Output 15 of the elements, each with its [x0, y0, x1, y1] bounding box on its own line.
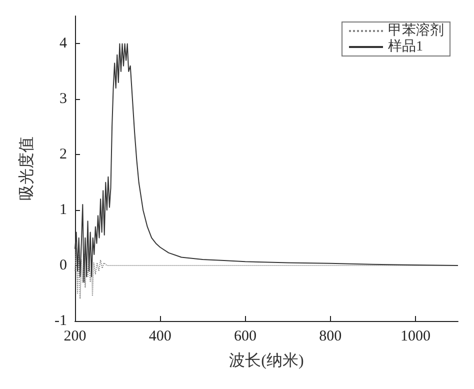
x-axis-title: 波长(纳米)	[229, 352, 304, 370]
y-tick-label: 3	[60, 91, 67, 108]
y-tick-label: 4	[60, 36, 68, 52]
y-tick-label: 1	[60, 202, 67, 218]
y-tick-label: 0	[60, 258, 67, 274]
x-tick-label: 800	[319, 328, 342, 344]
legend-label: 样品1	[388, 38, 423, 54]
legend-label: 甲苯溶剂	[388, 22, 444, 38]
y-axis-title: 吸光度值	[18, 136, 36, 200]
x-tick-label: 600	[234, 328, 256, 344]
y-tick-label: 2	[60, 146, 67, 163]
y-tick-label: -1	[54, 313, 67, 329]
x-tick-label: 200	[64, 328, 86, 344]
x-tick-label: 400	[148, 328, 172, 344]
x-tick-label: 1000	[400, 328, 430, 344]
